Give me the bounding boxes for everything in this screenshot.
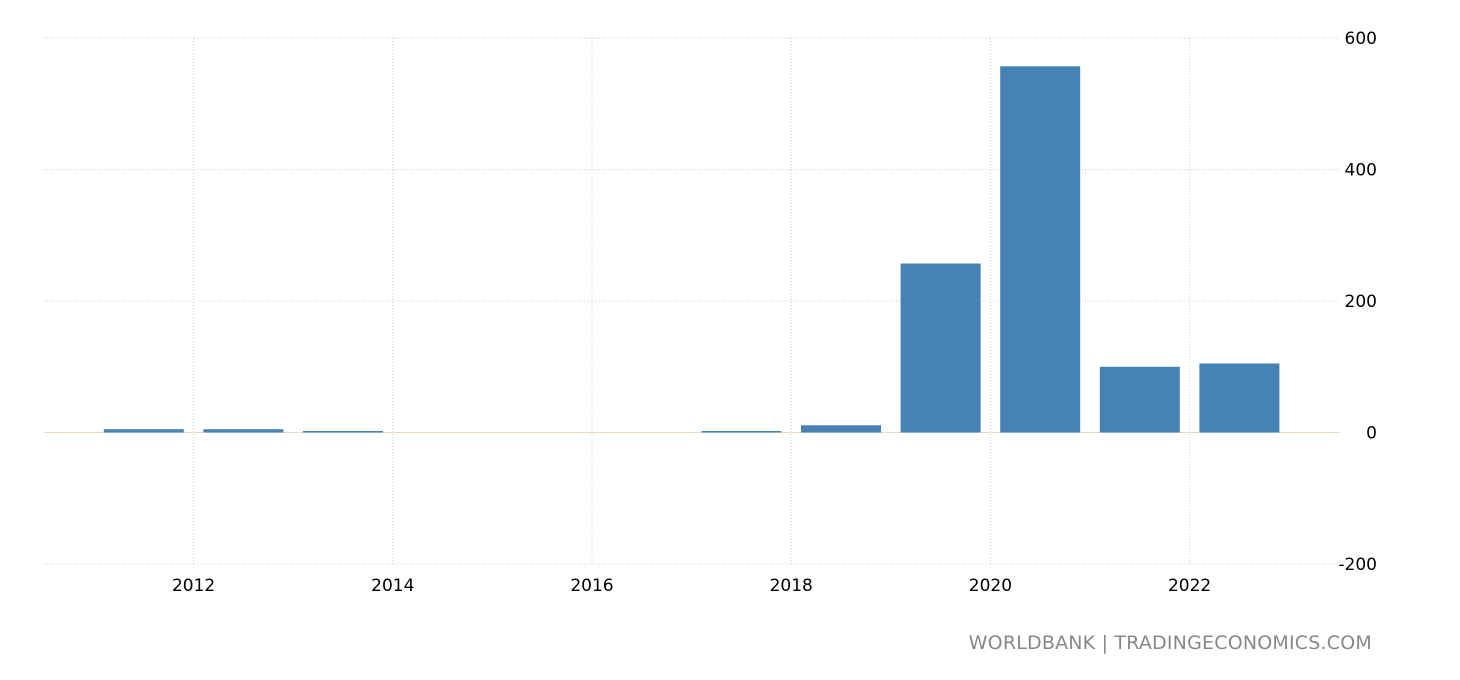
x-tick-label: 2014 xyxy=(371,576,414,596)
y-tick-label: -200 xyxy=(1338,555,1377,575)
y-tick-label: 0 xyxy=(1366,424,1377,444)
bars xyxy=(103,66,1280,433)
bar-2013 xyxy=(303,431,383,433)
bar-2020 xyxy=(1000,66,1081,433)
y-tick-label: 200 xyxy=(1345,292,1377,312)
x-tick-label: 2018 xyxy=(770,576,813,596)
bar-2018 xyxy=(801,425,881,433)
x-tick-label: 2016 xyxy=(570,576,613,596)
grid xyxy=(44,37,1340,565)
x-tick-label: 2012 xyxy=(172,576,215,596)
bar-2019 xyxy=(900,263,981,433)
y-tick-label: 400 xyxy=(1345,161,1377,181)
y-tick-label: 600 xyxy=(1345,29,1377,49)
axes: 600 400 200 0 -200 2012 2014 2016 2018 2020 2022 xyxy=(172,29,1377,596)
x-tick-label: 2022 xyxy=(1168,576,1211,596)
bar-2021 xyxy=(1099,366,1180,433)
bar-2012 xyxy=(203,429,284,433)
bar-2017 xyxy=(701,431,782,433)
bar-2022 xyxy=(1199,363,1280,433)
bar-2011 xyxy=(103,429,184,433)
source-label: WORLDBANK | TRADINGECONOMICS.COM xyxy=(968,632,1372,654)
x-tick-label: 2020 xyxy=(969,576,1012,596)
